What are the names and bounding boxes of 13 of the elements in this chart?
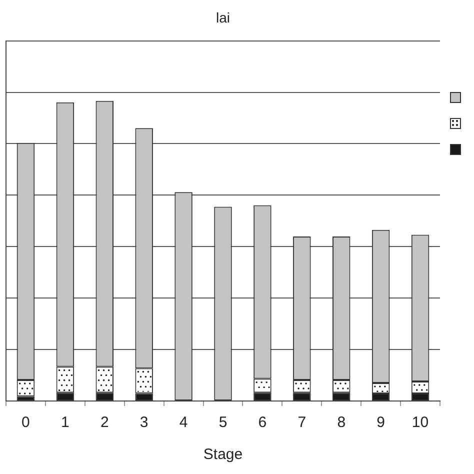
x-axis-title: Stage [203,446,243,464]
x-tick-label: 2 [100,414,109,432]
x-tick-label: 10 [412,414,429,432]
x-tick-label: 1 [61,414,70,432]
x-tick-label: 6 [258,414,267,432]
x-tick-label: 3 [140,414,148,432]
x-tick-label: 9 [376,414,385,432]
x-tick-label: 5 [218,414,228,432]
x-tick-label: 0 [22,414,30,432]
x-tick-label: 4 [179,414,188,432]
x-tick-label: 8 [337,414,346,432]
x-tick-label: 7 [298,414,306,432]
chart-title: lai [216,9,230,26]
